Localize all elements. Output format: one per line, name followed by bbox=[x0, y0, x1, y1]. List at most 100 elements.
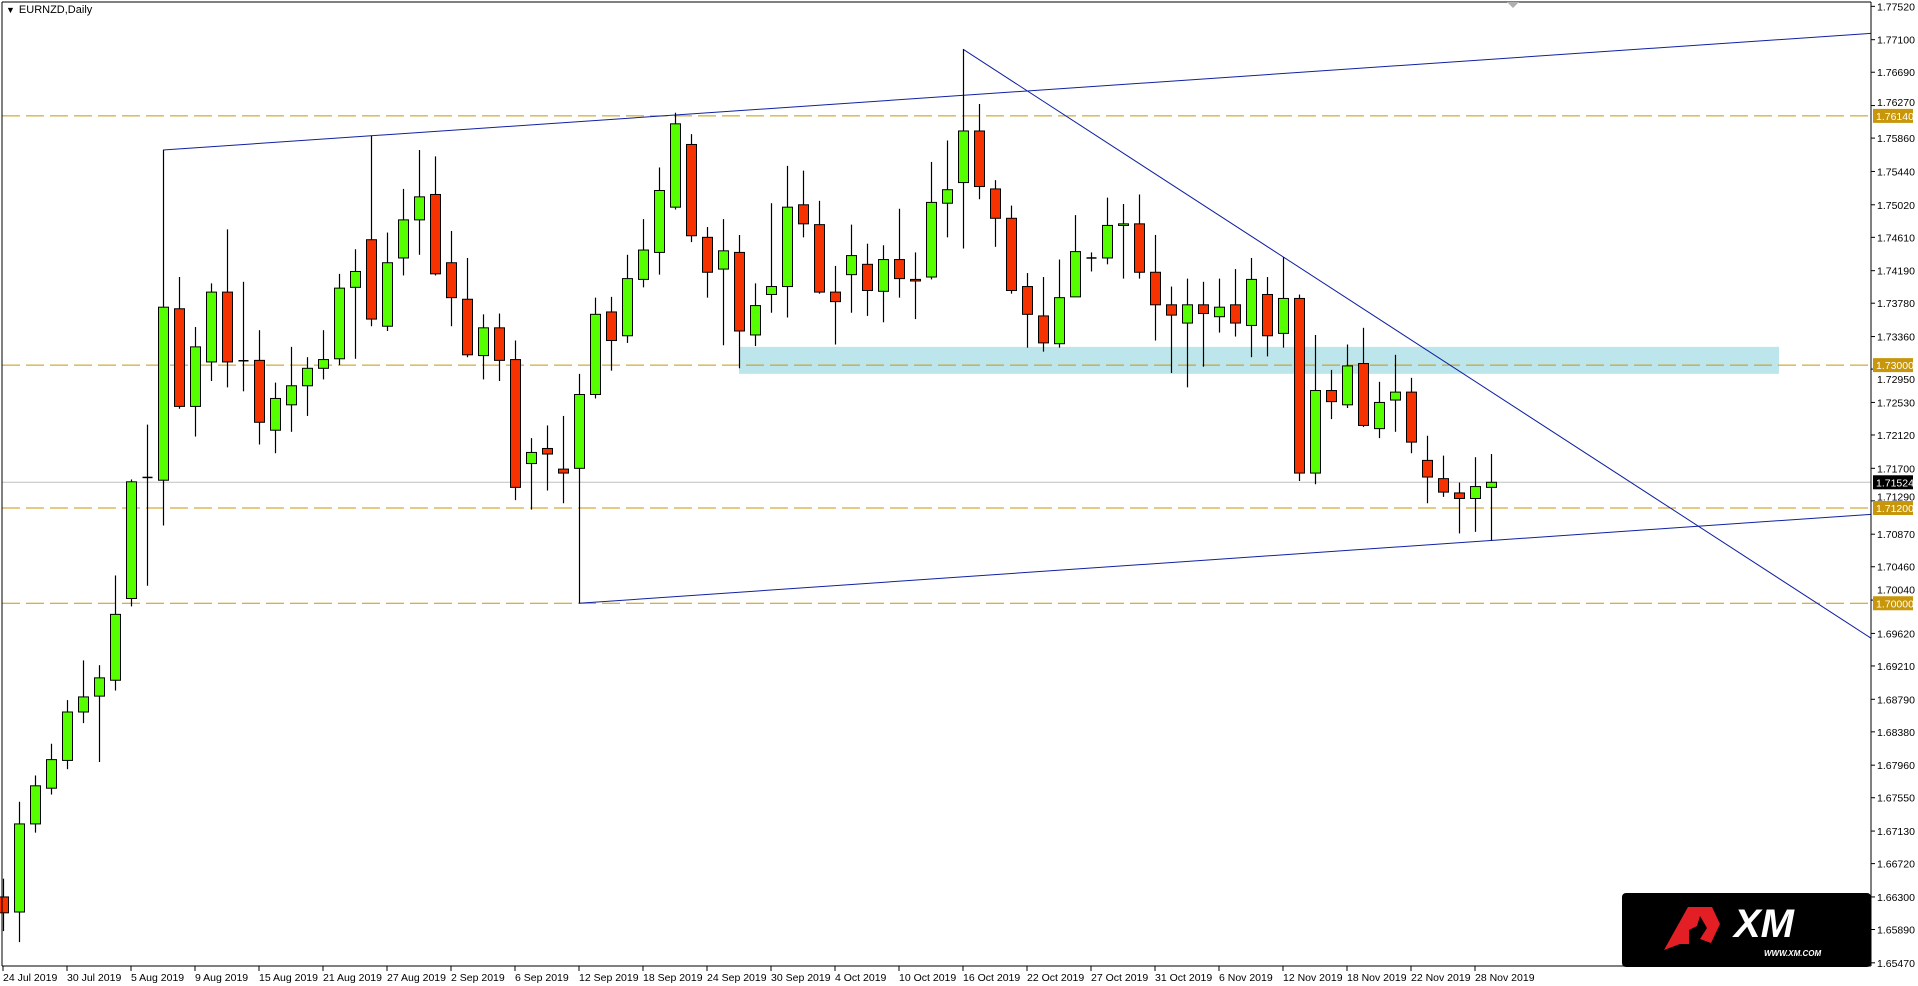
candle-body-bullish bbox=[638, 249, 649, 280]
price-tick-label: 1.75020 bbox=[1877, 200, 1915, 212]
candle-body-bearish bbox=[1230, 304, 1241, 324]
candle bbox=[1230, 269, 1241, 337]
date-tick-label: 12 Nov 2019 bbox=[1283, 972, 1343, 984]
price-tick-label: 1.67960 bbox=[1877, 760, 1915, 772]
candle bbox=[94, 665, 105, 763]
candle-body-bullish bbox=[94, 677, 105, 697]
candle-body-bearish bbox=[606, 311, 617, 342]
date-tick-label: 28 Nov 2019 bbox=[1475, 972, 1535, 984]
candle-body-bearish bbox=[974, 130, 985, 188]
candle-body-bullish bbox=[1342, 365, 1353, 406]
date-tick-label: 4 Oct 2019 bbox=[835, 972, 887, 984]
candle-body-bullish bbox=[1246, 278, 1257, 326]
candle bbox=[1070, 215, 1081, 298]
candle bbox=[206, 283, 217, 382]
candle-body-bearish bbox=[0, 896, 9, 914]
candle bbox=[542, 425, 553, 491]
candle-body-bullish bbox=[350, 270, 361, 288]
candle-body-bearish bbox=[1326, 390, 1337, 403]
candle bbox=[510, 340, 521, 501]
candle bbox=[1326, 369, 1337, 420]
candle bbox=[190, 327, 201, 437]
candle bbox=[830, 265, 841, 345]
candle bbox=[494, 313, 505, 382]
candle-body-bearish bbox=[1438, 478, 1449, 493]
date-tick-label: 30 Jul 2019 bbox=[67, 972, 121, 984]
date-tick-label: 10 Oct 2019 bbox=[899, 972, 956, 984]
price-tick-label: 1.67130 bbox=[1877, 826, 1915, 838]
candle-body-bearish bbox=[1166, 304, 1177, 316]
candle-body-bullish bbox=[1310, 390, 1321, 474]
price-tick-label: 1.73780 bbox=[1877, 298, 1915, 310]
candle-body-bullish bbox=[382, 262, 393, 327]
candle-body-bearish bbox=[1198, 304, 1209, 315]
candle-body-bearish bbox=[1406, 391, 1417, 443]
price-tick-label: 1.72950 bbox=[1877, 374, 1915, 386]
candle bbox=[878, 245, 889, 323]
candle-body-bullish bbox=[878, 259, 889, 292]
candle bbox=[766, 203, 777, 313]
candle bbox=[78, 660, 89, 724]
date-tick-label: 27 Aug 2019 bbox=[387, 972, 446, 984]
symbol-timeframe: EURNZD,Daily bbox=[18, 4, 93, 16]
candle-body-bullish bbox=[926, 201, 937, 278]
candle-body-bearish bbox=[494, 327, 505, 361]
candle-body-bearish bbox=[446, 262, 457, 299]
candle bbox=[814, 200, 825, 294]
candle bbox=[1486, 454, 1497, 541]
candle bbox=[686, 134, 697, 243]
candle bbox=[302, 357, 313, 416]
price-tick-label: 1.76690 bbox=[1877, 67, 1915, 79]
candle bbox=[14, 801, 25, 943]
candle bbox=[1038, 277, 1049, 352]
candle-body-bearish bbox=[1262, 293, 1273, 337]
candle-body-bullish bbox=[110, 613, 121, 681]
level-price-badge bbox=[1873, 596, 1913, 611]
logo-url: WWW.XM.COM bbox=[1764, 949, 1822, 958]
chart-title[interactable]: ▼ EURNZD,Daily bbox=[6, 4, 92, 16]
triangle-down-icon[interactable]: ▼ bbox=[6, 5, 15, 15]
candle-body-bullish bbox=[590, 313, 601, 395]
candle bbox=[1358, 327, 1369, 428]
candle bbox=[382, 232, 393, 331]
date-tick-label: 30 Sep 2019 bbox=[771, 972, 831, 984]
candle-body-bullish bbox=[270, 397, 281, 431]
chart-shift-marker-icon[interactable] bbox=[1507, 2, 1519, 8]
candle bbox=[750, 283, 761, 347]
candle bbox=[1454, 482, 1465, 534]
date-tick-label: 27 Oct 2019 bbox=[1091, 972, 1148, 984]
level-price-label: 1.73000 bbox=[1876, 360, 1914, 372]
candle-body-bearish bbox=[1358, 363, 1369, 426]
candle-body-bullish bbox=[1486, 481, 1497, 488]
date-tick-label: 15 Aug 2019 bbox=[259, 972, 318, 984]
candle-body-bullish bbox=[126, 481, 137, 599]
candle-body-bearish bbox=[1422, 459, 1433, 478]
candle-body-bullish bbox=[1102, 224, 1113, 259]
candle-body-bullish bbox=[78, 696, 89, 713]
candle-body-bullish bbox=[1278, 297, 1289, 334]
candle bbox=[974, 103, 985, 200]
candle bbox=[910, 252, 921, 320]
candle bbox=[1310, 334, 1321, 485]
candle bbox=[318, 330, 329, 380]
price-tick-label: 1.72120 bbox=[1877, 430, 1915, 442]
candle-body-bullish bbox=[670, 123, 681, 208]
date-tick-label: 2 Sep 2019 bbox=[451, 972, 505, 984]
candle bbox=[1118, 203, 1129, 279]
candle-body-bearish bbox=[910, 278, 921, 282]
candle-body-bullish bbox=[942, 189, 953, 204]
price-tick-label: 1.70870 bbox=[1877, 529, 1915, 541]
candle-body-bullish bbox=[654, 190, 665, 253]
candle-body-bearish bbox=[174, 308, 185, 407]
candle bbox=[1166, 286, 1177, 374]
support-zone bbox=[739, 346, 1779, 374]
candle-body-bearish bbox=[366, 239, 377, 320]
level-price-badge bbox=[1873, 501, 1913, 516]
candle-body-bullish bbox=[398, 219, 409, 259]
candle-body-bullish bbox=[1118, 223, 1129, 226]
candle-body-bullish bbox=[62, 711, 73, 761]
price-tick-label: 1.68380 bbox=[1877, 727, 1915, 739]
candle bbox=[958, 49, 969, 249]
candle bbox=[30, 775, 41, 833]
